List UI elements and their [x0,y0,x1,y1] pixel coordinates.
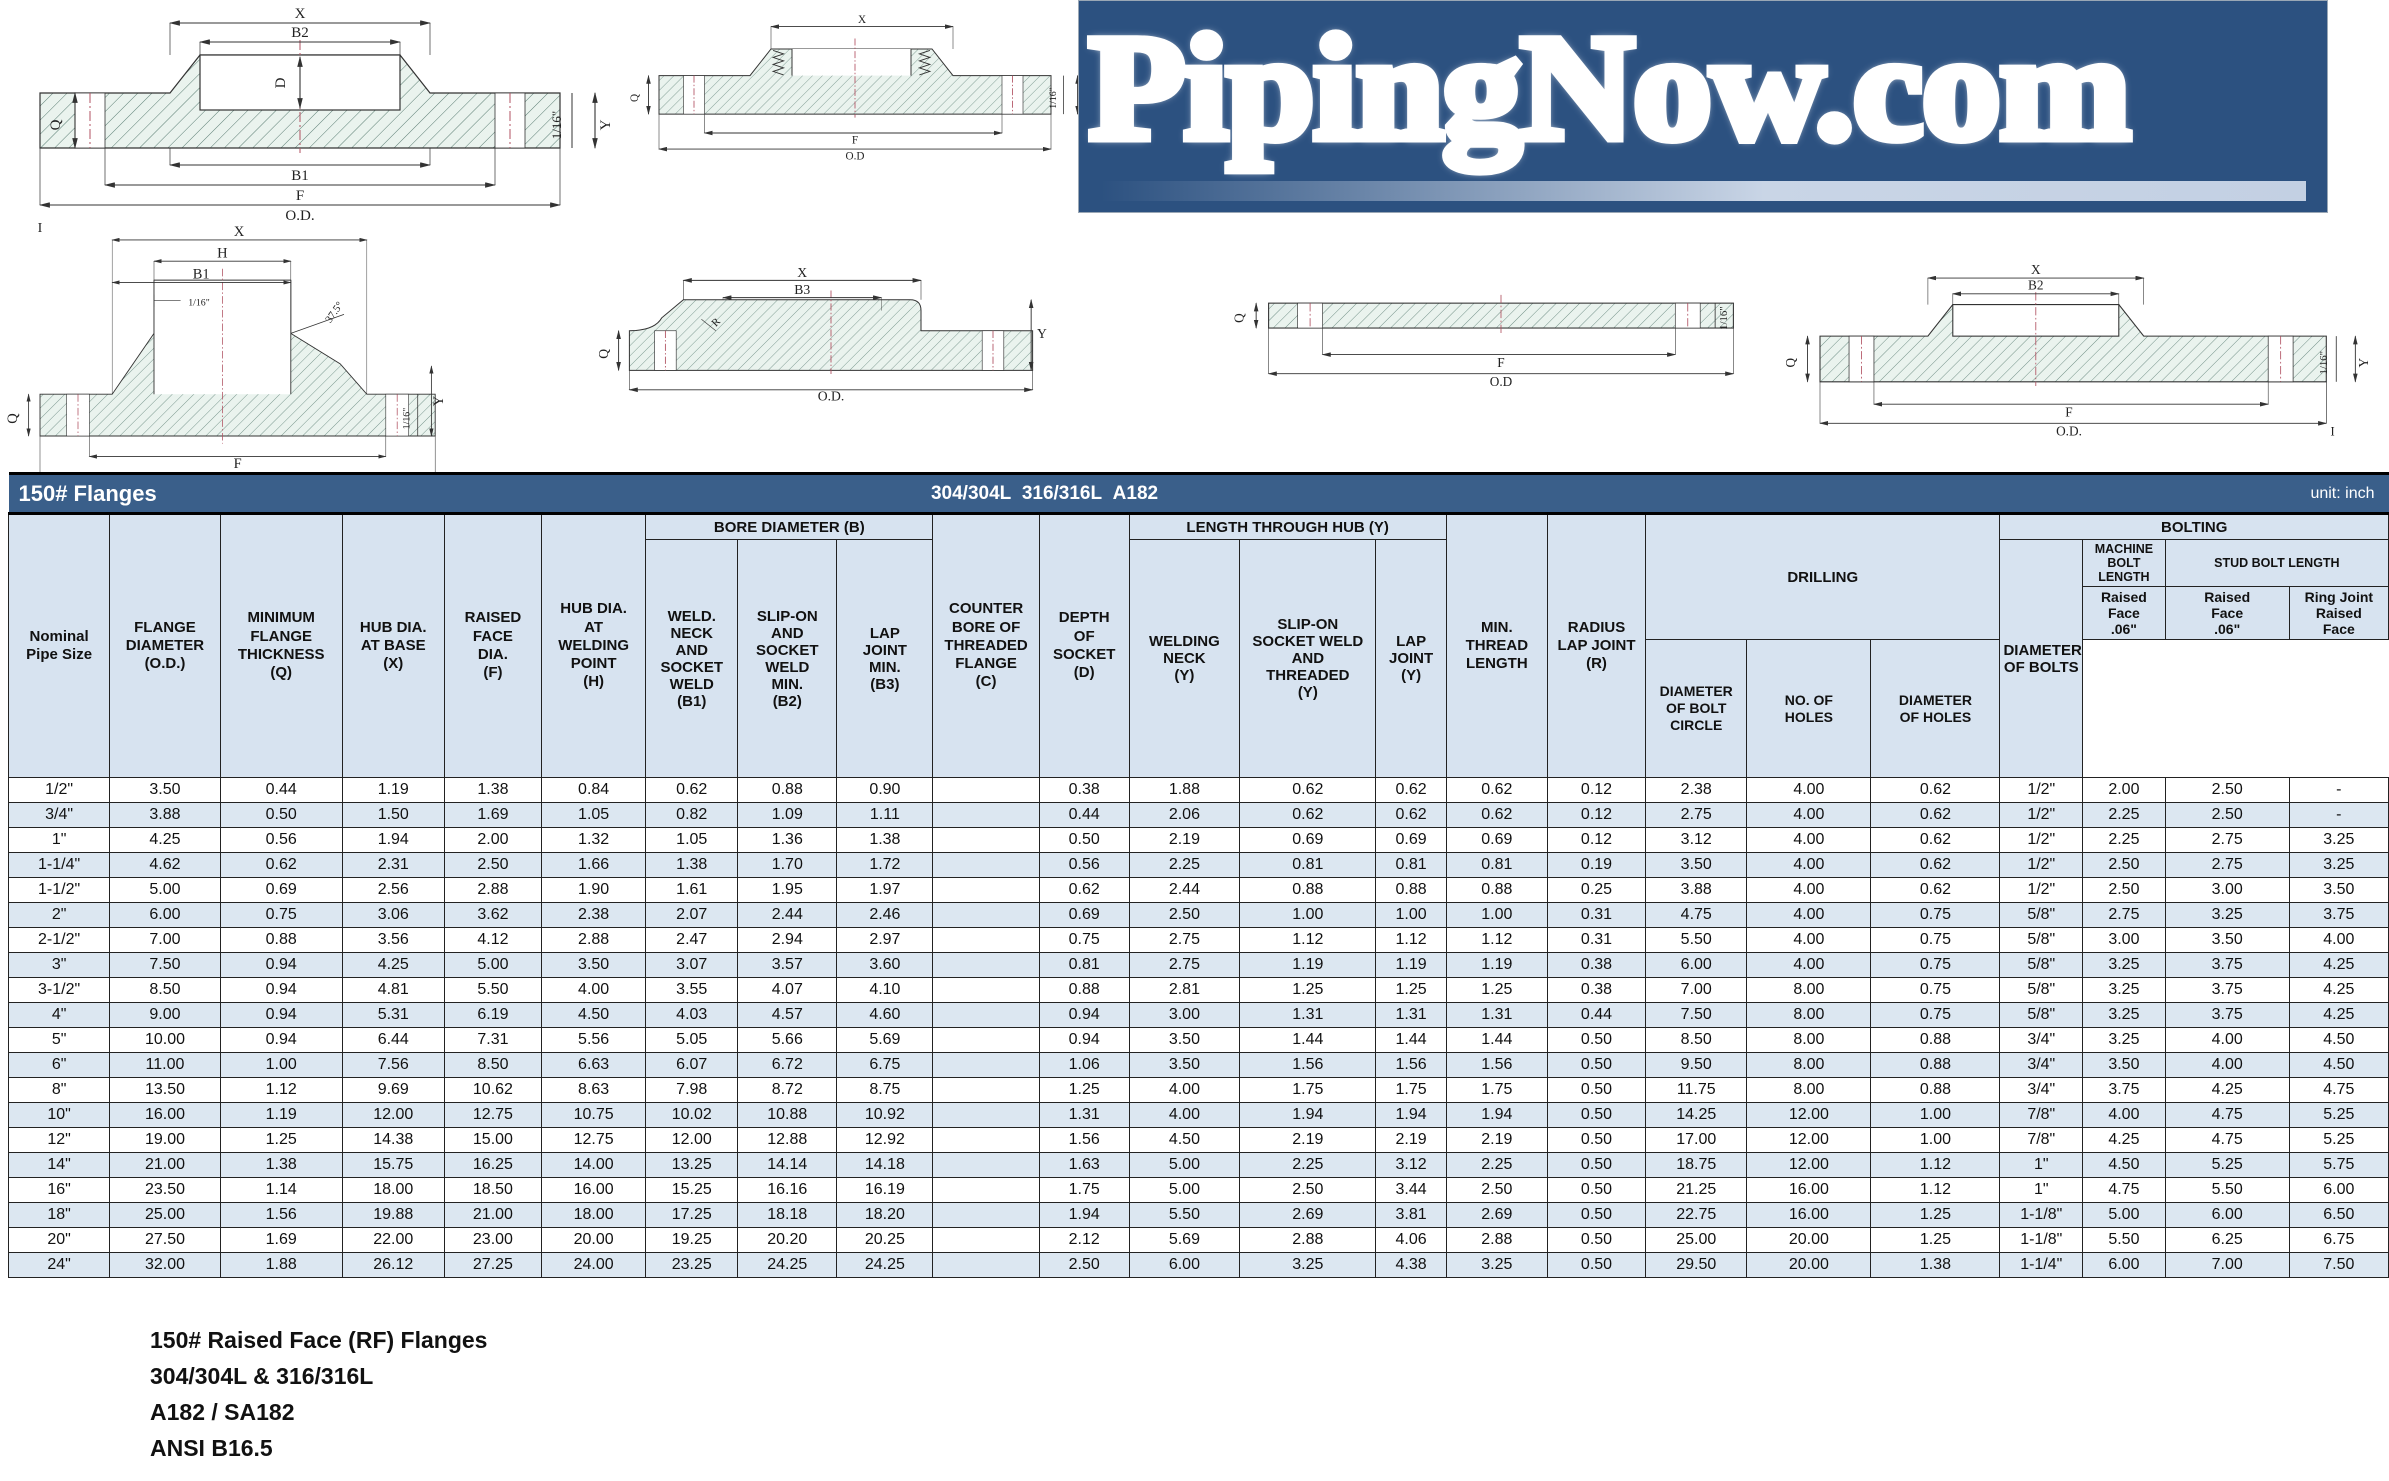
svg-text:X: X [797,265,807,280]
svg-text:1/16": 1/16" [401,408,412,430]
svg-text:Q: Q [1783,357,1798,367]
svg-text:O.D: O.D [846,151,865,163]
svg-text:X: X [858,14,866,26]
svg-text:Q: Q [48,119,64,130]
svg-text:F: F [2065,405,2072,420]
svg-text:X: X [234,224,245,240]
svg-text:Y: Y [2356,357,2371,367]
svg-text:1/16": 1/16" [1718,306,1730,330]
svg-text:F: F [852,135,858,147]
svg-text:1/16": 1/16" [188,297,210,308]
svg-text:B3: B3 [794,282,810,297]
svg-text:O.D.: O.D. [285,208,314,224]
svg-text:B2: B2 [291,25,309,41]
svg-text:H: H [217,245,227,261]
svg-text:I: I [2330,425,2334,439]
svg-text:1/16": 1/16" [549,111,564,139]
svg-text:Y: Y [598,119,614,130]
svg-text:F: F [1497,355,1504,370]
svg-text:Q: Q [629,94,641,102]
svg-text:Q: Q [596,349,611,359]
svg-text:O.D: O.D [1490,374,1513,389]
svg-text:X: X [295,6,306,22]
svg-text:B2: B2 [2028,278,2043,293]
svg-text:37.5°: 37.5° [324,300,346,325]
svg-text:Y: Y [1037,326,1047,341]
svg-text:B1: B1 [193,267,210,283]
svg-text:F: F [296,188,304,204]
svg-text:B1: B1 [291,168,309,184]
svg-text:O.D.: O.D. [818,389,845,404]
svg-text:Y: Y [431,395,447,406]
svg-text:I: I [38,221,43,236]
svg-text:X: X [2031,262,2041,277]
svg-text:O.D.: O.D. [2056,424,2082,439]
svg-text:F: F [234,456,242,472]
svg-text:Q: Q [5,413,21,424]
svg-text:1/16": 1/16" [1048,87,1059,108]
svg-text:Q: Q [1232,313,1247,323]
svg-text:D: D [273,77,289,88]
svg-text:1/16": 1/16" [2318,351,2330,375]
